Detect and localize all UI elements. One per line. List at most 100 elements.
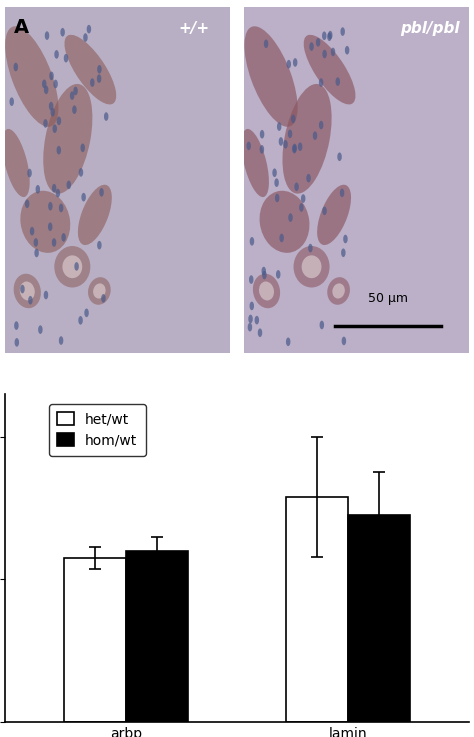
Ellipse shape: [331, 48, 335, 56]
Bar: [230, 7, 244, 353]
Ellipse shape: [327, 32, 332, 41]
Ellipse shape: [59, 336, 64, 345]
Ellipse shape: [322, 206, 327, 215]
Ellipse shape: [273, 169, 277, 177]
Ellipse shape: [336, 77, 340, 86]
Ellipse shape: [292, 145, 297, 153]
Ellipse shape: [322, 49, 327, 58]
Ellipse shape: [66, 181, 71, 189]
Bar: [347, 515, 410, 722]
Ellipse shape: [99, 188, 104, 197]
Ellipse shape: [14, 63, 18, 71]
Ellipse shape: [250, 237, 254, 245]
Ellipse shape: [45, 31, 49, 40]
Ellipse shape: [53, 125, 57, 133]
Ellipse shape: [275, 194, 280, 202]
Ellipse shape: [49, 102, 54, 111]
Ellipse shape: [248, 315, 253, 324]
Ellipse shape: [9, 97, 14, 106]
Ellipse shape: [42, 80, 46, 88]
Ellipse shape: [36, 185, 40, 194]
Ellipse shape: [306, 174, 311, 183]
Ellipse shape: [43, 119, 48, 128]
Ellipse shape: [81, 144, 85, 152]
Ellipse shape: [319, 321, 324, 329]
Ellipse shape: [44, 85, 48, 94]
Ellipse shape: [327, 277, 350, 305]
FancyBboxPatch shape: [5, 7, 230, 353]
Ellipse shape: [308, 244, 313, 252]
Ellipse shape: [246, 142, 251, 150]
Ellipse shape: [264, 40, 268, 48]
Ellipse shape: [286, 60, 291, 69]
Ellipse shape: [245, 27, 298, 127]
Ellipse shape: [34, 238, 38, 247]
Ellipse shape: [255, 316, 259, 324]
Ellipse shape: [291, 114, 295, 123]
Ellipse shape: [82, 193, 86, 201]
Ellipse shape: [48, 202, 53, 211]
Ellipse shape: [345, 46, 349, 55]
Ellipse shape: [316, 38, 320, 46]
Ellipse shape: [73, 87, 78, 95]
Ellipse shape: [59, 203, 64, 212]
Ellipse shape: [332, 284, 345, 298]
Ellipse shape: [304, 35, 356, 105]
Ellipse shape: [27, 169, 32, 178]
Ellipse shape: [293, 246, 329, 287]
Ellipse shape: [277, 122, 282, 131]
Ellipse shape: [78, 185, 112, 245]
Ellipse shape: [101, 294, 106, 303]
Ellipse shape: [52, 184, 56, 192]
Ellipse shape: [38, 325, 43, 334]
Ellipse shape: [52, 238, 56, 247]
Ellipse shape: [319, 121, 323, 130]
Ellipse shape: [20, 282, 35, 301]
Ellipse shape: [242, 129, 269, 197]
Ellipse shape: [97, 65, 101, 74]
Ellipse shape: [60, 28, 65, 37]
Ellipse shape: [274, 178, 279, 187]
Ellipse shape: [55, 50, 59, 59]
Ellipse shape: [64, 35, 116, 105]
Ellipse shape: [322, 32, 327, 40]
Ellipse shape: [253, 273, 280, 308]
Ellipse shape: [328, 31, 332, 40]
Ellipse shape: [260, 145, 264, 154]
Ellipse shape: [279, 234, 284, 242]
Ellipse shape: [74, 262, 79, 270]
Ellipse shape: [317, 185, 351, 245]
Ellipse shape: [249, 301, 254, 310]
Ellipse shape: [84, 309, 89, 317]
Ellipse shape: [340, 27, 345, 36]
Ellipse shape: [262, 270, 267, 279]
Ellipse shape: [93, 284, 106, 298]
Ellipse shape: [14, 321, 18, 330]
Ellipse shape: [44, 290, 48, 299]
Ellipse shape: [78, 316, 83, 325]
Ellipse shape: [61, 233, 66, 242]
Ellipse shape: [90, 78, 94, 87]
Ellipse shape: [72, 105, 77, 114]
Ellipse shape: [14, 273, 41, 308]
Ellipse shape: [337, 153, 342, 161]
Ellipse shape: [249, 275, 254, 284]
Ellipse shape: [48, 223, 53, 231]
Text: pbl/pbl: pbl/pbl: [401, 21, 460, 36]
Ellipse shape: [54, 80, 58, 88]
Ellipse shape: [2, 129, 30, 197]
Ellipse shape: [258, 329, 262, 337]
Ellipse shape: [260, 191, 310, 253]
Ellipse shape: [283, 140, 288, 149]
Ellipse shape: [25, 200, 29, 208]
Ellipse shape: [288, 213, 293, 222]
Ellipse shape: [30, 227, 34, 236]
Ellipse shape: [286, 338, 291, 346]
Ellipse shape: [294, 183, 299, 191]
Ellipse shape: [301, 255, 321, 278]
Text: +/+: +/+: [178, 21, 209, 36]
Ellipse shape: [97, 241, 101, 250]
Ellipse shape: [342, 337, 346, 345]
Ellipse shape: [301, 195, 305, 203]
Ellipse shape: [341, 248, 346, 257]
